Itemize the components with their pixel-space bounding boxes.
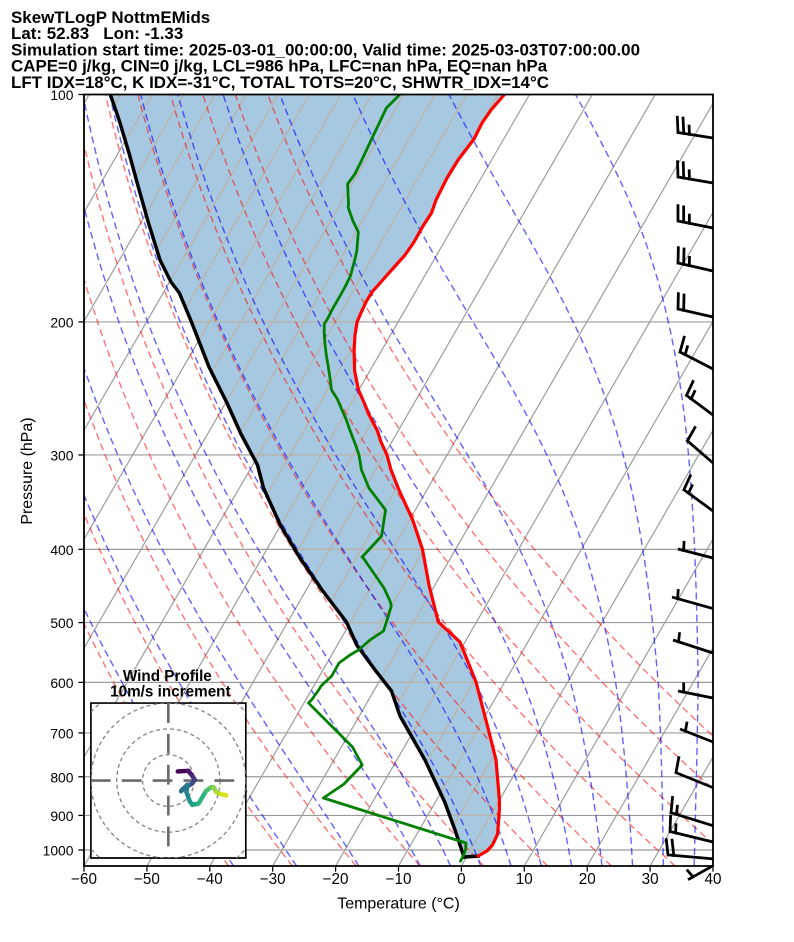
svg-text:Simulation start time: 2025-03: Simulation start time: 2025-03-01_00:00:… [11, 40, 640, 59]
svg-text:900: 900 [50, 808, 73, 824]
svg-text:LFT IDX=18°C, K IDX=-31°C, TOT: LFT IDX=18°C, K IDX=-31°C, TOTAL TOTS=20… [11, 73, 549, 92]
svg-text:800: 800 [50, 769, 73, 785]
svg-text:−40: −40 [197, 871, 223, 888]
svg-text:−60: −60 [71, 871, 97, 888]
svg-text:10m/s increment: 10m/s increment [110, 684, 231, 701]
svg-text:400: 400 [50, 542, 73, 558]
svg-text:500: 500 [50, 615, 73, 631]
svg-text:300: 300 [50, 448, 73, 464]
svg-text:30: 30 [642, 871, 659, 888]
svg-text:SkewTLogP NottmEMids: SkewTLogP NottmEMids [11, 8, 210, 27]
svg-text:−10: −10 [386, 871, 412, 888]
svg-text:Temperature (°C): Temperature (°C) [337, 896, 460, 913]
svg-text:Pressure (hPa): Pressure (hPa) [19, 417, 36, 524]
svg-text:−50: −50 [134, 871, 160, 888]
svg-text:Lat: 52.83 Lon: -1.33: Lat: 52.83 Lon: -1.33 [11, 24, 183, 43]
svg-text:600: 600 [50, 675, 73, 691]
svg-text:1000: 1000 [43, 843, 74, 859]
svg-text:−30: −30 [260, 871, 286, 888]
svg-text:10: 10 [516, 871, 533, 888]
svg-text:700: 700 [50, 726, 73, 742]
svg-text:0: 0 [457, 871, 466, 888]
svg-text:100: 100 [50, 87, 73, 103]
svg-text:Wind Profile: Wind Profile [123, 668, 212, 685]
svg-text:CAPE=0 j/kg, CIN=0 j/kg, LCL=9: CAPE=0 j/kg, CIN=0 j/kg, LCL=986 hPa, LF… [11, 57, 548, 76]
svg-text:−20: −20 [323, 871, 349, 888]
svg-text:20: 20 [579, 871, 596, 888]
svg-text:200: 200 [50, 315, 73, 331]
svg-text:40: 40 [705, 871, 722, 888]
